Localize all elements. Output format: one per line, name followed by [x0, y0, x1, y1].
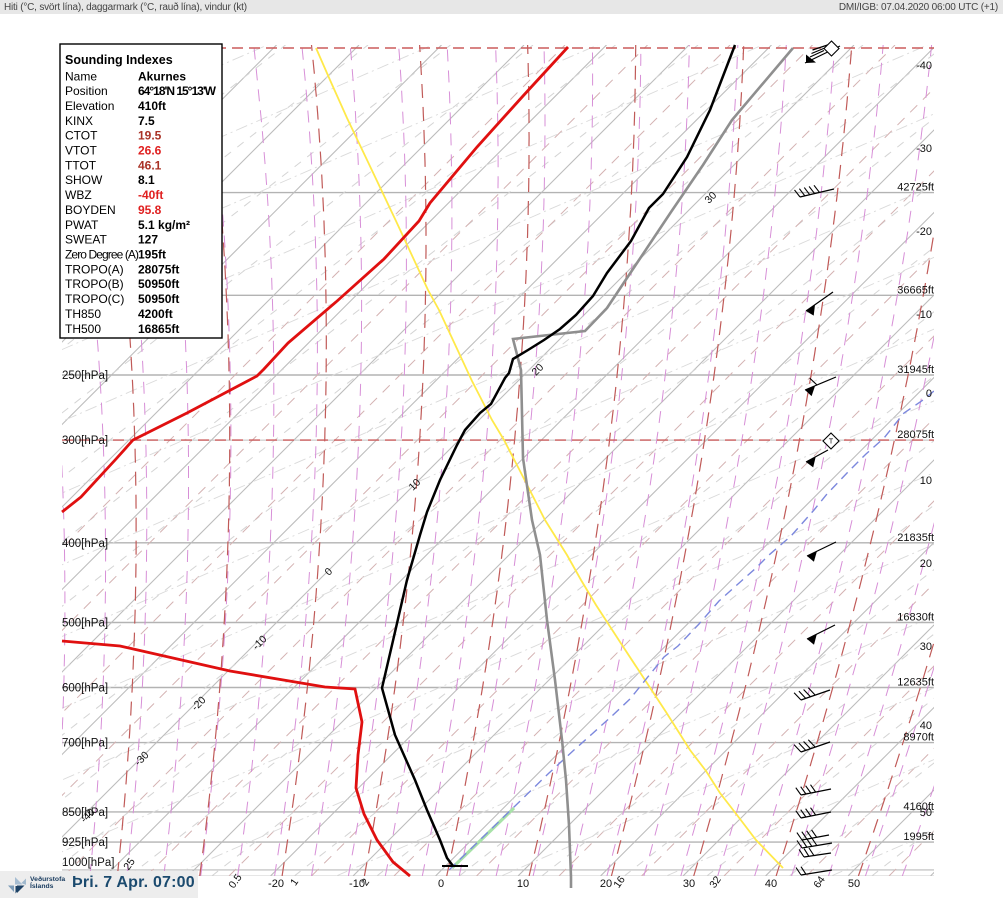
svg-text:BOYDEN: BOYDEN [65, 203, 116, 217]
svg-text:46.1: 46.1 [138, 158, 162, 172]
svg-text:95.8: 95.8 [138, 203, 162, 217]
svg-text:16: 16 [611, 874, 628, 891]
svg-text:Zero Degree (A): Zero Degree (A) [65, 248, 139, 262]
svg-text:40: 40 [920, 720, 932, 732]
svg-text:32: 32 [707, 874, 724, 891]
svg-text:Name: Name [65, 69, 97, 83]
svg-text:TH500: TH500 [65, 322, 101, 336]
svg-text:410ft: 410ft [138, 99, 166, 113]
svg-text:10: 10 [920, 475, 932, 487]
svg-text:1000[hPa]: 1000[hPa] [62, 857, 114, 869]
svg-text:12635ft: 12635ft [897, 677, 934, 689]
svg-text:WBZ: WBZ [65, 188, 92, 202]
svg-text:VTOT: VTOT [65, 144, 97, 158]
svg-text:Elevation: Elevation [65, 99, 114, 113]
svg-text:30: 30 [683, 878, 695, 890]
svg-text:-10: -10 [349, 878, 365, 890]
svg-text:850[hPa]: 850[hPa] [62, 807, 108, 819]
svg-text:5.1 kg/m²: 5.1 kg/m² [138, 218, 190, 232]
svg-text:300[hPa]: 300[hPa] [62, 435, 108, 447]
svg-text:50950ft: 50950ft [138, 277, 179, 291]
svg-text:16865ft: 16865ft [138, 322, 179, 336]
svg-text:20: 20 [920, 558, 932, 570]
svg-text:PWAT: PWAT [65, 218, 99, 232]
svg-text:127: 127 [138, 233, 158, 247]
svg-text:1: 1 [288, 876, 301, 888]
svg-text:40: 40 [765, 878, 777, 890]
svg-text:7.5: 7.5 [138, 114, 155, 128]
svg-text:SHOW: SHOW [65, 173, 103, 187]
svg-text:-40ft: -40ft [138, 188, 163, 202]
svg-text:2: 2 [359, 876, 372, 888]
svg-text:20: 20 [600, 878, 612, 890]
svg-text:SWEAT: SWEAT [65, 233, 107, 247]
svg-text:-20: -20 [189, 694, 208, 713]
svg-text:16830ft: 16830ft [897, 612, 934, 624]
svg-text:T: T [829, 439, 834, 446]
svg-text:-30: -30 [132, 749, 151, 768]
svg-text:600[hPa]: 600[hPa] [62, 683, 108, 695]
svg-text:4160ft: 4160ft [903, 801, 934, 813]
svg-text:1995ft: 1995ft [903, 831, 934, 843]
svg-text:-10: -10 [916, 309, 932, 321]
svg-text:64: 64 [811, 874, 828, 891]
svg-text:TROPO(C): TROPO(C) [65, 292, 124, 306]
svg-text:-30: -30 [916, 143, 932, 155]
svg-text:36665ft: 36665ft [897, 284, 934, 296]
svg-text:50950ft: 50950ft [138, 292, 179, 306]
svg-text:-20: -20 [916, 226, 932, 238]
svg-text:50: 50 [848, 878, 860, 890]
svg-text:64°18'N 15°13'W: 64°18'N 15°13'W [138, 84, 217, 98]
svg-text:Position: Position [65, 84, 108, 98]
svg-text:42725ft: 42725ft [897, 182, 934, 194]
svg-text:KINX: KINX [65, 114, 93, 128]
svg-text:4200ft: 4200ft [138, 307, 173, 321]
svg-text:50: 50 [920, 807, 932, 819]
svg-text:-20: -20 [268, 878, 284, 890]
svg-text:Akurnes: Akurnes [138, 69, 186, 83]
svg-text:500[hPa]: 500[hPa] [62, 618, 108, 630]
svg-text:28075ft: 28075ft [897, 429, 934, 441]
svg-text:10: 10 [517, 878, 529, 890]
svg-text:0: 0 [926, 388, 932, 400]
svg-text:-40: -40 [916, 60, 932, 72]
svg-text:195ft: 195ft [138, 248, 166, 262]
svg-text:21835ft: 21835ft [897, 532, 934, 544]
svg-text:TROPO(B): TROPO(B) [65, 277, 124, 291]
svg-text:28075ft: 28075ft [138, 262, 179, 276]
svg-text:TH850: TH850 [65, 307, 101, 321]
svg-text:TROPO(A): TROPO(A) [65, 262, 124, 276]
svg-text:TTOT: TTOT [65, 158, 97, 172]
svg-text:26.6: 26.6 [138, 144, 162, 158]
svg-text:20: 20 [530, 361, 547, 378]
svg-text:30: 30 [920, 641, 932, 653]
svg-text:CTOT: CTOT [65, 129, 98, 143]
svg-text:Sounding Indexes: Sounding Indexes [65, 53, 173, 67]
svg-text:0: 0 [323, 565, 336, 578]
svg-text:0.5: 0.5 [226, 872, 244, 891]
svg-text:8.1: 8.1 [138, 173, 155, 187]
svg-text:700[hPa]: 700[hPa] [62, 738, 108, 750]
svg-text:400[hPa]: 400[hPa] [62, 538, 108, 550]
svg-text:-10: -10 [250, 633, 269, 652]
svg-text:0: 0 [438, 878, 444, 890]
svg-text:925[hPa]: 925[hPa] [62, 837, 108, 849]
svg-text:19.5: 19.5 [138, 129, 162, 143]
svg-text:8970ft: 8970ft [903, 732, 934, 744]
svg-text:31945ft: 31945ft [897, 364, 934, 376]
svg-text:250[hPa]: 250[hPa] [62, 370, 108, 382]
